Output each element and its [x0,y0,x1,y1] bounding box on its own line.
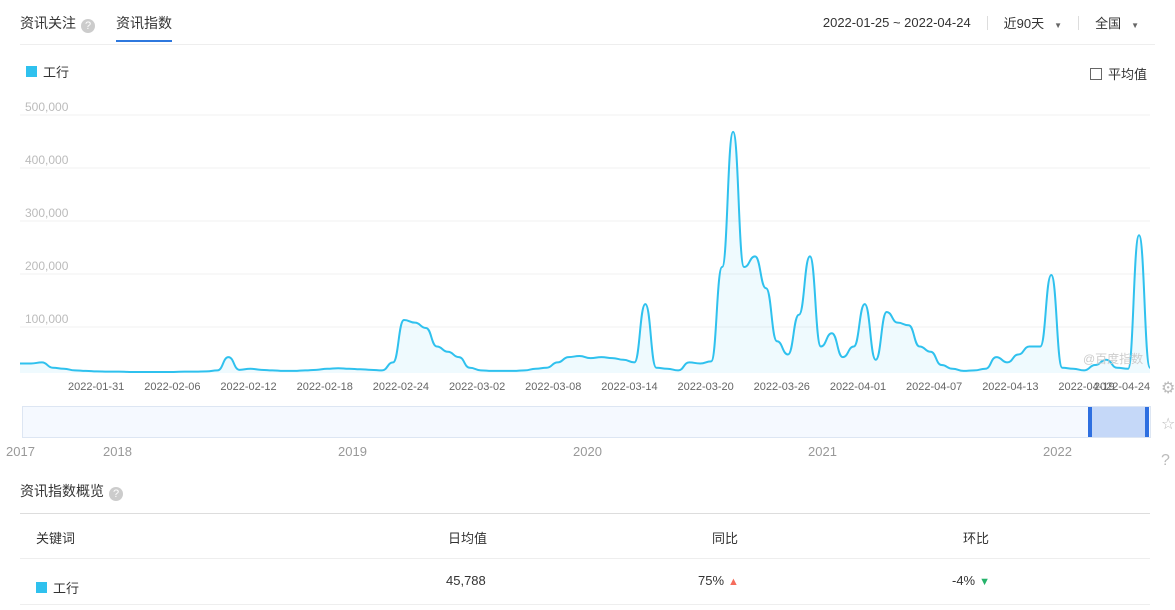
mom-value: -4% [952,573,976,588]
series-color-swatch [36,582,47,593]
brush-year: 2020 [573,444,602,459]
y-tick-label: 100,000 [25,312,69,326]
table-header-row: 关键词 日均值 同比 环比 [20,514,1150,559]
column-header: 关键词 [36,531,76,546]
region-select-value: 全国 [1095,16,1122,31]
mom-cell: -4% ▼ [952,573,990,588]
watermark: @百度指数 [1083,351,1143,366]
chart-controls: 2022-01-25 ~ 2022-04-24 近90天 ▼ 全国 ▼ [823,13,1139,32]
arrow-up-icon: ▲ [728,576,739,588]
help-icon[interactable]: ? [81,19,95,33]
y-tick-label: 500,000 [25,100,69,114]
x-axis-labels: 2022-01-31 2022-02-06 2022-02-12 2022-02-18… [68,381,1150,393]
chart-legend[interactable]: 工行 [26,62,69,81]
region-select[interactable]: 全国 ▼ [1095,13,1139,32]
x-tick-label: 2022-01-31 [68,381,124,393]
x-tick-label: 2022-04-24 [1094,381,1150,393]
tab-news-follow-label: 资讯关注 [20,15,76,31]
x-tick-label: 2022-04-01 [830,381,886,393]
yoy-cell: 75% ▲ [698,573,739,588]
active-tab-indicator [116,40,172,42]
average-checkbox[interactable] [1089,67,1102,80]
overview-title: 资讯指数概览? [20,481,123,501]
y-tick-label: 300,000 [25,206,69,220]
series-color-swatch [26,66,37,77]
question-icon[interactable]: ? [1161,452,1170,469]
x-tick-label: 2022-03-08 [525,381,581,393]
x-tick-label: 2022-04-13 [982,381,1038,393]
x-tick-label: 2022-04-07 [906,381,962,393]
help-icon[interactable]: ? [109,487,123,501]
tab-news-index[interactable]: 资讯指数 [116,13,172,33]
period-select-value: 近90天 [1003,16,1045,31]
daily-avg-cell: 45,788 [446,573,486,588]
overview-table: 关键词 日均值 同比 环比 工行 45,788 75% ▲ -4% ▼ [20,513,1150,605]
y-axis-labels: 500,000 400,000 300,000 200,000 100,000 [25,100,69,326]
table-row: 工行 45,788 75% ▲ -4% ▼ [20,559,1150,605]
x-tick-label: 2022-02-06 [144,381,200,393]
divider [986,15,988,30]
brush-year: 2018 [103,444,132,459]
brush-year: 2017 [6,444,35,459]
trend-chart[interactable]: 500,000 400,000 300,000 200,000 100,000 2022… [0,95,1175,395]
average-toggle[interactable]: 平均值 [1089,64,1147,83]
period-select[interactable]: 近90天 ▼ [1004,13,1062,32]
keyword-value: 工行 [53,581,80,596]
settings-icon[interactable]: ⚙ [1161,380,1175,397]
column-header: 环比 [963,531,990,546]
caret-down-icon: ▼ [1054,21,1063,30]
tab-news-index-label: 资讯指数 [116,15,172,31]
x-tick-label: 2022-02-18 [297,381,353,393]
series-line [20,130,1151,373]
x-tick-label: 2022-03-20 [677,381,733,393]
y-tick-label: 400,000 [25,153,69,167]
tab-news-follow[interactable]: 资讯关注? [20,13,95,33]
x-tick-label: 2022-02-12 [220,381,276,393]
yoy-value: 75% [698,573,725,588]
y-tick-label: 200,000 [25,259,69,273]
x-tick-label: 2022-04-19 [1058,381,1114,393]
chart-grid [20,114,1150,328]
caret-down-icon: ▼ [1131,21,1139,30]
x-tick-label: 2022-02-24 [373,381,429,393]
brush-handle-left[interactable] [1088,407,1092,437]
arrow-down-icon: ▼ [979,576,991,588]
legend-series-label: 工行 [43,65,70,80]
brush-year: 2022 [1043,444,1072,459]
keyword-cell: 工行 [36,578,79,597]
column-header: 同比 [712,531,739,546]
overview-title-text: 资讯指数概览 [20,483,104,499]
brush-selection[interactable] [1090,407,1148,437]
time-brush[interactable] [22,406,1151,438]
brush-year: 2019 [338,444,367,459]
x-tick-label: 2022-03-02 [449,381,505,393]
brush-handle-right[interactable] [1145,407,1149,437]
tab-bar: 资讯关注? 资讯指数 [20,0,1155,45]
divider [1078,15,1080,30]
brush-year: 2021 [808,444,837,459]
x-tick-label: 2022-03-14 [601,381,657,393]
column-header: 日均值 [448,531,488,546]
star-icon[interactable]: ☆ [1161,416,1175,433]
date-range[interactable]: 2022-01-25 ~ 2022-04-24 [822,15,971,30]
average-label: 平均值 [1107,67,1147,82]
x-tick-label: 2022-03-26 [754,381,810,393]
